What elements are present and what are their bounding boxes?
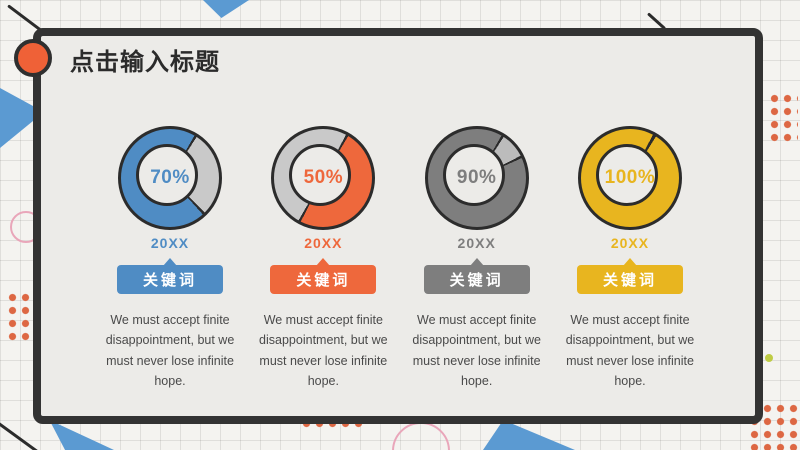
donut-percent-label: 90% — [456, 167, 497, 188]
keyword-badge-label: 关键词 — [142, 272, 197, 289]
triangle-decoration-bottom-right — [483, 420, 575, 450]
body-text[interactable]: We must accept finite disappointment, bu… — [105, 313, 235, 388]
circle-decoration-bottom — [392, 422, 450, 450]
keyword-badge[interactable]: 关键词 — [576, 258, 683, 294]
stat-column-1: 70% 20XX 关键词 We must accept finite disap… — [95, 126, 245, 391]
keyword-badge[interactable]: 关键词 — [270, 258, 377, 294]
stat-columns-row: 70% 20XX 关键词 We must accept finite disap… — [95, 126, 705, 391]
keyword-badge-label: 关键词 — [449, 272, 504, 289]
donut-chart-90[interactable]: 90% — [424, 126, 529, 230]
stat-column-3: 90% 20XX 关键词 We must accept finite disap… — [402, 126, 552, 391]
year-label: 20XX — [150, 235, 190, 251]
dot-decoration-yellow-green — [765, 354, 773, 362]
triangle-decoration-bottom-left — [49, 420, 114, 450]
year-label: 20XX — [457, 235, 496, 251]
donut-percent-label: 70% — [150, 167, 190, 188]
stat-column-4: 100% 20XX 关键词 We must accept finite disa… — [555, 126, 705, 391]
year-label: 20XX — [610, 235, 650, 251]
donut-hole — [136, 144, 198, 206]
line-decoration-bottom-left — [0, 420, 41, 450]
body-text[interactable]: We must accept finite disappointment, bu… — [259, 313, 388, 388]
donut-chart-70[interactable]: 70% — [118, 126, 222, 230]
donut-chart-50[interactable]: 50% — [271, 126, 376, 230]
donut-chart-100[interactable]: 100% — [577, 126, 682, 230]
title-bullet-circle — [14, 39, 52, 77]
donut-hole — [442, 144, 505, 206]
keyword-badge[interactable]: 关键词 — [117, 258, 223, 294]
dot-grid-decoration-left — [6, 291, 33, 344]
keyword-badge-label: 关键词 — [602, 272, 657, 289]
keyword-badge[interactable]: 关键词 — [423, 258, 530, 294]
dot-grid-decoration-right — [768, 92, 798, 145]
keyword-badge-label: 关键词 — [296, 272, 351, 289]
triangle-decoration-top — [203, 0, 249, 18]
donut-hole — [595, 144, 658, 206]
year-label: 20XX — [304, 235, 343, 251]
slide-title[interactable]: 点击输入标题 — [70, 49, 220, 76]
stat-column-2: 50% 20XX 关键词 We must accept finite disap… — [248, 126, 398, 391]
body-text[interactable]: We must accept finite disappointment, bu… — [565, 313, 695, 388]
donut-percent-label: 100% — [604, 167, 656, 188]
donut-hole — [289, 144, 352, 206]
body-text[interactable]: We must accept finite disappointment, bu… — [412, 313, 541, 388]
donut-percent-label: 50% — [303, 167, 344, 188]
